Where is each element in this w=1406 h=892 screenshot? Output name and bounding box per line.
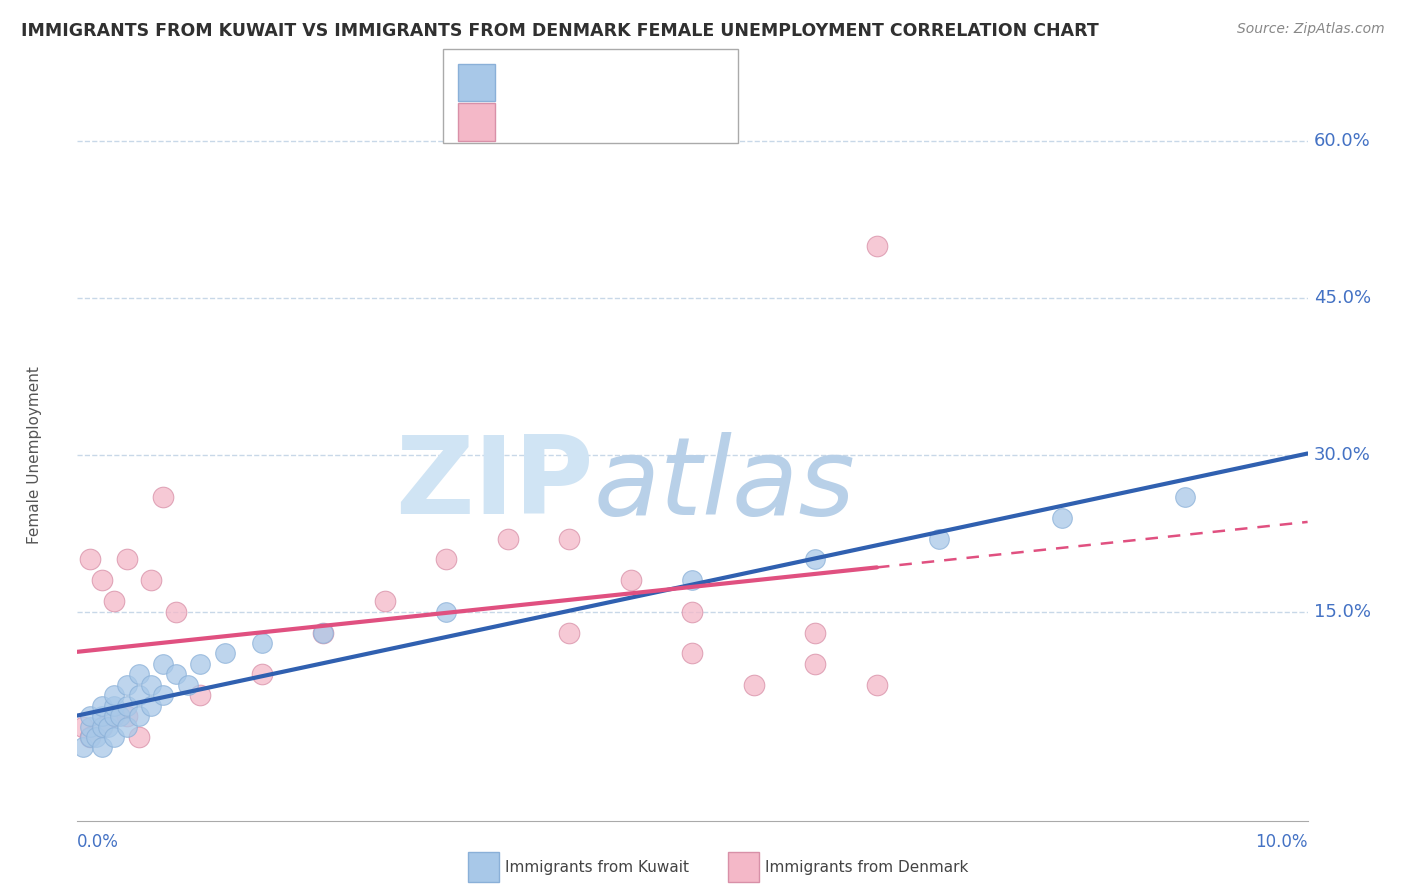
Point	[128, 730, 150, 744]
Text: R = 0.579   N = 29: R = 0.579 N = 29	[503, 114, 673, 132]
Text: atlas: atlas	[595, 432, 856, 537]
Point	[188, 657, 212, 671]
Point	[115, 678, 138, 692]
Point	[804, 657, 827, 671]
Point	[152, 688, 174, 702]
Point	[1174, 490, 1197, 504]
Text: Female Unemployment: Female Unemployment	[27, 366, 42, 544]
Point	[165, 605, 187, 619]
Point	[90, 720, 114, 734]
Point	[250, 667, 273, 681]
Point	[128, 688, 150, 702]
Point	[141, 698, 163, 713]
Point	[141, 574, 163, 588]
Point	[72, 720, 94, 734]
Point	[97, 720, 120, 734]
Point	[103, 709, 125, 723]
Text: 30.0%: 30.0%	[1313, 446, 1371, 464]
Point	[128, 709, 150, 723]
Point	[152, 657, 174, 671]
Point	[141, 678, 163, 692]
Point	[103, 688, 125, 702]
Point	[110, 709, 132, 723]
Point	[682, 574, 704, 588]
Text: ZIP: ZIP	[395, 431, 595, 537]
Text: 0.0%: 0.0%	[77, 833, 120, 851]
Point	[496, 532, 519, 546]
Text: 15.0%: 15.0%	[1313, 603, 1371, 621]
Point	[128, 667, 150, 681]
Point	[804, 625, 827, 640]
Text: 60.0%: 60.0%	[1313, 132, 1371, 151]
Point	[558, 625, 581, 640]
Point	[1050, 510, 1073, 524]
Point	[620, 574, 643, 588]
Point	[115, 709, 138, 723]
Point	[312, 625, 335, 640]
Point	[90, 740, 114, 755]
Point	[90, 698, 114, 713]
Point	[866, 239, 889, 253]
Text: 10.0%: 10.0%	[1256, 833, 1308, 851]
Point	[214, 647, 236, 661]
Point	[90, 709, 114, 723]
Point	[103, 709, 125, 723]
Point	[115, 698, 138, 713]
Point	[165, 667, 187, 681]
Point	[188, 688, 212, 702]
Point	[90, 574, 114, 588]
Point	[79, 552, 101, 566]
Point	[152, 490, 174, 504]
Point	[79, 720, 101, 734]
Point	[436, 552, 458, 566]
Text: R = 0.820   N = 37: R = 0.820 N = 37	[503, 74, 673, 92]
Text: 45.0%: 45.0%	[1313, 289, 1371, 307]
Point	[742, 678, 765, 692]
Point	[177, 678, 200, 692]
Point	[250, 636, 273, 650]
Text: Immigrants from Kuwait: Immigrants from Kuwait	[505, 860, 689, 874]
Point	[103, 730, 125, 744]
Point	[79, 730, 101, 744]
Point	[84, 730, 107, 744]
Point	[115, 720, 138, 734]
Point	[90, 720, 114, 734]
Point	[866, 678, 889, 692]
Point	[115, 552, 138, 566]
Text: Immigrants from Denmark: Immigrants from Denmark	[765, 860, 969, 874]
Text: IMMIGRANTS FROM KUWAIT VS IMMIGRANTS FROM DENMARK FEMALE UNEMPLOYMENT CORRELATIO: IMMIGRANTS FROM KUWAIT VS IMMIGRANTS FRO…	[21, 22, 1099, 40]
Point	[928, 532, 950, 546]
Point	[374, 594, 396, 608]
Point	[103, 594, 125, 608]
Point	[436, 605, 458, 619]
Point	[312, 625, 335, 640]
Point	[79, 709, 101, 723]
Point	[79, 730, 101, 744]
Point	[682, 605, 704, 619]
Point	[72, 740, 94, 755]
Point	[804, 552, 827, 566]
Point	[682, 647, 704, 661]
Point	[558, 532, 581, 546]
Text: Source: ZipAtlas.com: Source: ZipAtlas.com	[1237, 22, 1385, 37]
Point	[103, 698, 125, 713]
